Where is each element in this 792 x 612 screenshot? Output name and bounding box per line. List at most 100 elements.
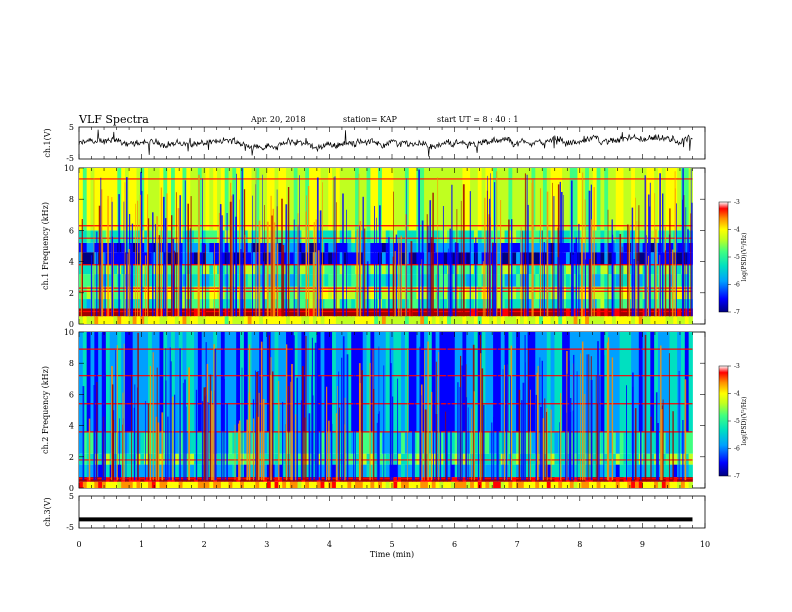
spectrogram-cell — [366, 453, 371, 465]
spectrogram-cell — [684, 252, 690, 265]
spectrogram-cell — [385, 453, 390, 465]
spectrogram-cell — [381, 252, 387, 265]
spectrogram-cell — [366, 286, 371, 300]
spectrogram-cell — [86, 252, 91, 265]
spectrogram-cell — [569, 477, 575, 482]
spectrogram-cell — [462, 431, 467, 454]
spectrogram-cell — [489, 308, 494, 317]
colorbar-tick-label: -3 — [734, 363, 740, 370]
spectrogram-cell — [634, 168, 640, 231]
spectrogram-cell — [293, 299, 298, 309]
spectrogram-cell — [125, 431, 130, 454]
spectrogram-cell — [205, 230, 210, 243]
spectrogram-cell — [151, 168, 157, 231]
spectrogram-cell — [489, 332, 494, 432]
spectrogram-cell — [82, 481, 88, 488]
spectrogram-cell — [305, 230, 310, 243]
spectrogram-cell — [684, 308, 690, 317]
spectrogram-cell — [427, 481, 433, 488]
spectrogram-cell — [243, 477, 249, 482]
spectrogram-cell — [205, 316, 210, 324]
colorbar-tick-label: -5 — [734, 254, 740, 261]
spectrogram-cell — [140, 308, 145, 317]
spectrogram-cell — [604, 242, 609, 253]
spectrogram-cell — [128, 168, 134, 231]
spectrogram-cell — [408, 230, 413, 243]
spectrogram-cell — [581, 274, 586, 287]
spectrogram-cell — [512, 477, 517, 482]
spectrogram-cell — [270, 316, 275, 324]
spectrogram-cell — [289, 316, 295, 324]
spectrogram-cell — [278, 481, 283, 488]
spectrogram-cell — [102, 274, 107, 287]
spectrogram-cell — [251, 264, 256, 275]
spectrogram-cell — [347, 230, 352, 243]
spectrogram-cell — [301, 168, 306, 231]
spectrogram-cell — [263, 464, 268, 478]
spectrogram-cell — [477, 252, 482, 265]
spectrogram-cell — [381, 308, 387, 317]
spectrogram-cell — [481, 481, 486, 488]
spectrogram-cell — [190, 168, 195, 231]
spectrogram-cell — [351, 481, 356, 488]
spectrogram-cell — [477, 299, 482, 309]
spectrogram-cell — [638, 264, 644, 275]
spectrogram-cell — [688, 481, 693, 488]
spectrogram-cell — [197, 332, 203, 432]
spectrogram-cell — [370, 264, 375, 275]
spectrogram-cell — [416, 464, 421, 478]
spectrogram-cell — [102, 308, 107, 317]
spectrogram-cell — [389, 242, 394, 253]
spectrogram-cell — [401, 230, 406, 243]
spectrogram-cell — [190, 286, 195, 300]
spectrogram-cell — [650, 274, 655, 287]
spectrogram-cell — [282, 168, 287, 231]
spectrogram-cell — [542, 264, 548, 275]
spectrogram-cell — [370, 464, 375, 478]
spectrogram-cell — [335, 242, 341, 253]
spectrogram-cell — [236, 274, 241, 287]
spectrogram-cell — [220, 168, 226, 231]
spectrogram-cell — [554, 464, 559, 478]
spectrogram-cell — [151, 477, 157, 482]
spectrogram-cell — [661, 431, 667, 454]
spectrogram-cell — [125, 332, 130, 432]
spectrogram-cell — [585, 316, 590, 324]
spectrogram-cell — [266, 264, 272, 275]
spectrogram-cell — [477, 168, 482, 231]
spectrogram-cell — [378, 464, 383, 478]
spectrogram-cell — [443, 252, 448, 265]
spectrogram-cell — [316, 481, 321, 488]
spectrogram-cell — [535, 316, 540, 324]
spectrogram-cell — [136, 299, 141, 309]
spectrogram-cell — [324, 332, 329, 432]
spectrogram-cell — [450, 431, 456, 454]
spectrogram-cell — [197, 230, 203, 243]
spectrogram-cell — [604, 299, 609, 309]
spectrogram-cell — [213, 481, 218, 488]
spectrogram-cell — [470, 168, 475, 231]
spectrogram-cell — [278, 308, 283, 317]
spectrogram-cell — [232, 230, 237, 243]
spectrogram-cell — [259, 252, 264, 265]
spectrogram-cell — [596, 308, 601, 317]
spectrogram-cell — [251, 252, 256, 265]
spectrogram-cell — [577, 286, 582, 300]
spectrogram-cell — [431, 332, 436, 432]
spectrogram-cell — [140, 264, 145, 275]
spectrogram-cell — [688, 168, 693, 231]
spectrogram-cell — [397, 431, 402, 454]
spectrogram-cell — [132, 332, 137, 432]
spectrogram-cell — [447, 252, 452, 265]
spectrogram-cell — [297, 464, 302, 478]
spectrogram-cell — [401, 316, 406, 324]
spectrogram-cell — [462, 481, 467, 488]
spectrogram-cell — [489, 264, 494, 275]
spectrogram-cell — [535, 286, 540, 300]
spectrogram-cell — [431, 481, 436, 488]
spectrogram-cell — [615, 481, 621, 488]
spectrogram-cell — [619, 464, 624, 478]
spectrogram-cell — [489, 252, 494, 265]
spectrogram-cell — [213, 299, 218, 309]
